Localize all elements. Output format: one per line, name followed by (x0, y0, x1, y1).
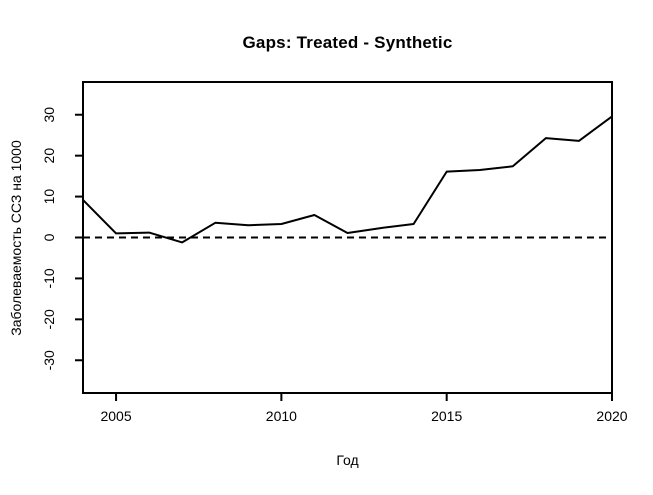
y-tick-label: 10 (41, 189, 57, 205)
y-tick-label: -20 (41, 309, 57, 329)
y-tick-label: 30 (41, 107, 57, 123)
x-tick-label: 2010 (266, 408, 297, 424)
gap-line (82, 115, 613, 244)
x-tick-label: 2020 (596, 408, 627, 424)
chart-title: Gaps: Treated - Synthetic (242, 33, 453, 52)
x-tick-label: 2005 (100, 408, 131, 424)
x-tick-label: 2015 (431, 408, 462, 424)
y-tick-label: -10 (41, 268, 57, 288)
y-tick-label: 20 (41, 148, 57, 164)
y-tick-label: 0 (41, 233, 57, 241)
y-tick-label: -30 (41, 350, 57, 370)
x-axis-label: Год (336, 452, 359, 468)
